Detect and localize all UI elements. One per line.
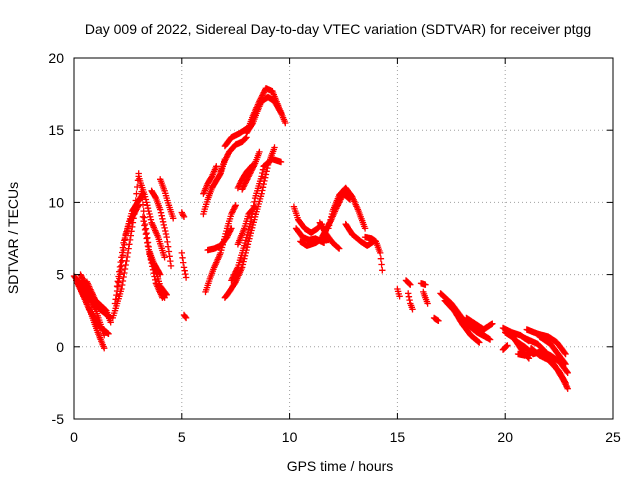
data-point-track (499, 342, 511, 353)
data-point-track (113, 202, 142, 290)
data-point-track (318, 190, 354, 241)
data-point-track (157, 176, 177, 222)
data-point-track (234, 161, 257, 192)
data-point-track (234, 203, 259, 248)
y-tick-label: -5 (52, 411, 65, 427)
y-tick-label: 20 (48, 50, 64, 66)
data-point-track (180, 311, 190, 322)
data-point-track (178, 249, 190, 281)
data-point-track (527, 345, 569, 387)
grid-lines (74, 58, 613, 419)
data-point-track (146, 251, 170, 298)
data-point-track (204, 225, 235, 254)
data-point-track (217, 134, 250, 176)
x-tick-label: 0 (70, 429, 78, 445)
data-point-track (342, 220, 377, 249)
x-tick-label: 10 (282, 429, 298, 445)
data-point-track (200, 163, 220, 197)
data-points (70, 85, 571, 392)
data-point-track (157, 288, 168, 301)
data-point-track (430, 314, 442, 324)
data-point-track (178, 209, 188, 220)
x-tick-label: 20 (497, 429, 513, 445)
chart-title: Day 009 of 2022, Sidereal Day-to-day VTE… (85, 21, 591, 37)
y-tick-label: 0 (56, 339, 64, 355)
data-point-track (417, 280, 429, 288)
data-point-track (361, 233, 386, 274)
data-point-track (148, 187, 175, 270)
data-point-track (536, 333, 569, 368)
data-point-track (243, 93, 285, 137)
y-tick-label: 15 (48, 122, 64, 138)
data-point-track (514, 349, 535, 359)
data-point-track (83, 278, 114, 326)
x-axis-label: GPS time / hours (287, 458, 394, 474)
x-tick-label: 5 (178, 429, 186, 445)
data-point-track (405, 290, 416, 313)
data-point-track (450, 306, 483, 346)
plot-frame (73, 57, 614, 420)
y-tick-label: 10 (48, 194, 64, 210)
y-axis-label: SDTVAR / TECUs (5, 182, 21, 294)
data-point-track (402, 277, 414, 288)
data-point-track (463, 314, 496, 333)
y-tick-label: 5 (56, 267, 64, 283)
axis-ticks: 0 5 10 15 20 25 -5 0 5 10 15 20 (48, 50, 621, 445)
x-tick-label: 25 (605, 429, 621, 445)
x-tick-label: 15 (390, 429, 406, 445)
data-point-track (75, 281, 112, 337)
data-point-track (394, 285, 403, 300)
data-point-track (420, 288, 431, 307)
